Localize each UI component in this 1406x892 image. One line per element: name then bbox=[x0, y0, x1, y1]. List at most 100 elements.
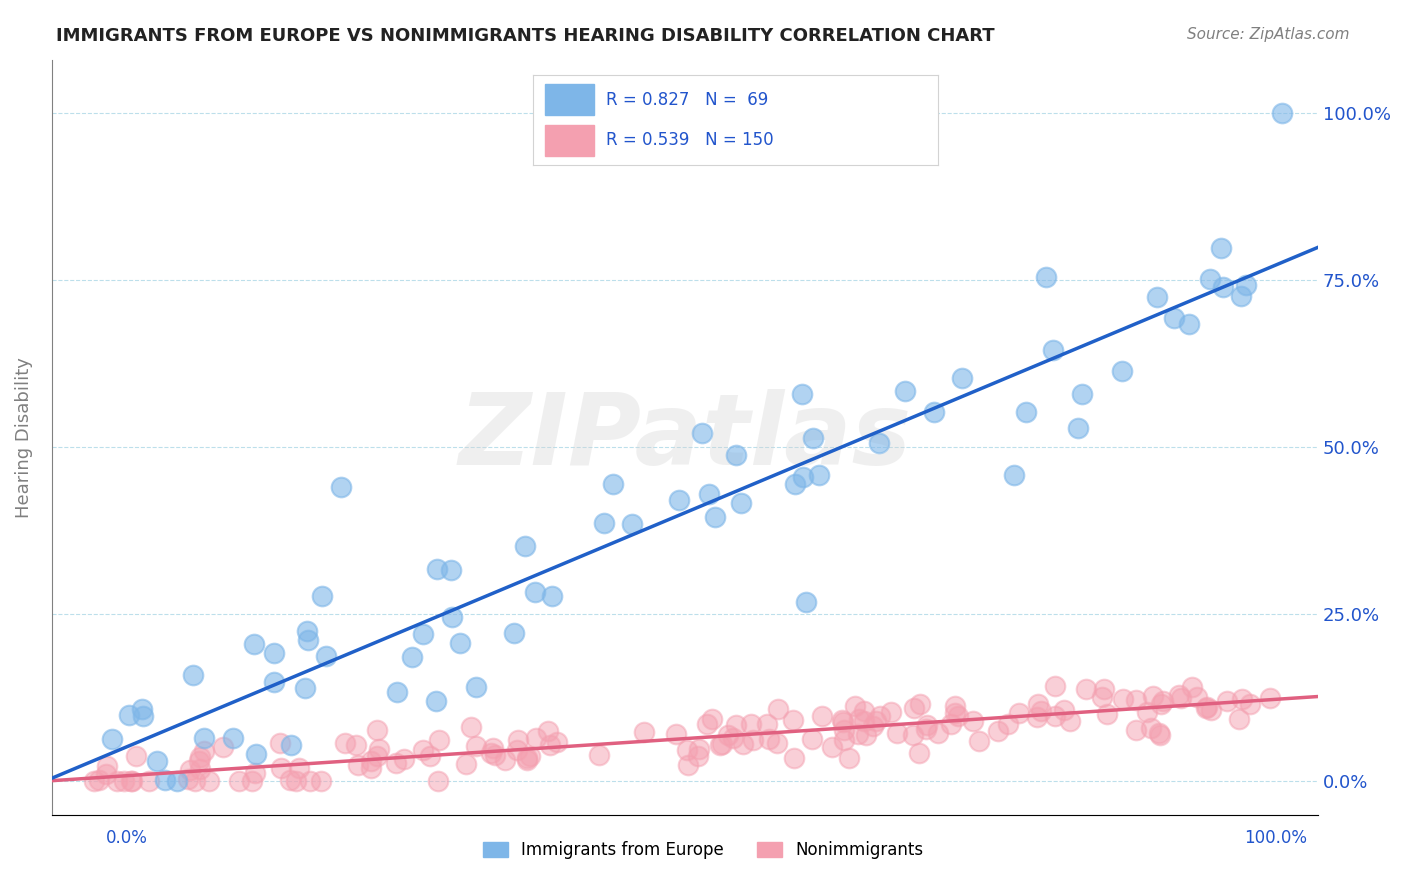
Point bbox=[838, 751, 860, 765]
Point bbox=[1111, 364, 1133, 378]
Point bbox=[456, 756, 478, 771]
Point bbox=[1150, 698, 1173, 712]
Point bbox=[869, 709, 891, 723]
Point bbox=[724, 448, 747, 462]
Point bbox=[1239, 698, 1261, 712]
Point bbox=[385, 685, 408, 699]
Point bbox=[782, 713, 804, 727]
Point bbox=[240, 774, 263, 789]
Point bbox=[449, 636, 471, 650]
Point bbox=[366, 723, 388, 738]
Point bbox=[263, 674, 285, 689]
Point bbox=[479, 746, 502, 760]
Point bbox=[1091, 690, 1114, 704]
Point bbox=[969, 733, 991, 747]
Point bbox=[792, 470, 814, 484]
Point bbox=[132, 709, 155, 723]
Point bbox=[484, 748, 506, 763]
Point bbox=[853, 704, 876, 718]
Point bbox=[1230, 289, 1253, 303]
Point bbox=[419, 749, 441, 764]
Point bbox=[120, 774, 142, 789]
Point bbox=[894, 384, 917, 399]
Point bbox=[166, 774, 188, 789]
Point bbox=[821, 740, 844, 755]
Point bbox=[519, 749, 541, 764]
Point bbox=[1053, 703, 1076, 717]
Point bbox=[360, 761, 382, 775]
Point bbox=[665, 727, 688, 741]
Point bbox=[347, 757, 370, 772]
Point bbox=[1199, 702, 1222, 716]
Point bbox=[834, 723, 856, 738]
Point bbox=[269, 736, 291, 750]
Point bbox=[335, 736, 357, 750]
Point bbox=[360, 754, 382, 768]
Point bbox=[1136, 705, 1159, 719]
Point bbox=[1026, 697, 1049, 711]
Point bbox=[1059, 714, 1081, 728]
Point bbox=[87, 773, 110, 788]
Point bbox=[688, 749, 710, 764]
Point bbox=[1212, 280, 1234, 294]
Point bbox=[295, 624, 318, 639]
Point bbox=[118, 708, 141, 723]
Point bbox=[723, 731, 745, 745]
Point bbox=[1125, 723, 1147, 738]
Point bbox=[724, 718, 747, 732]
Point bbox=[537, 723, 560, 738]
Point bbox=[602, 477, 624, 491]
Point bbox=[1216, 694, 1239, 708]
Point bbox=[524, 585, 547, 599]
Point bbox=[278, 772, 301, 787]
Point bbox=[741, 732, 763, 747]
Point bbox=[538, 739, 561, 753]
Point bbox=[1199, 272, 1222, 286]
Point bbox=[83, 773, 105, 788]
Point bbox=[862, 719, 884, 733]
Point bbox=[440, 563, 463, 577]
Point bbox=[807, 468, 830, 483]
Point bbox=[516, 751, 538, 765]
Point bbox=[844, 699, 866, 714]
Point bbox=[315, 649, 337, 664]
Point bbox=[524, 731, 547, 746]
Point bbox=[1232, 692, 1254, 706]
Point bbox=[494, 753, 516, 767]
Point bbox=[790, 386, 813, 401]
Point bbox=[1167, 688, 1189, 702]
Point bbox=[506, 733, 529, 747]
Point bbox=[700, 712, 723, 726]
Point bbox=[198, 774, 221, 789]
Point bbox=[831, 713, 853, 727]
Point bbox=[696, 717, 718, 731]
Point bbox=[782, 750, 804, 764]
Point bbox=[592, 516, 614, 531]
Point bbox=[730, 496, 752, 510]
Point bbox=[1014, 405, 1036, 419]
Point bbox=[121, 774, 143, 789]
Point bbox=[1094, 681, 1116, 696]
Point bbox=[243, 636, 266, 650]
Point bbox=[588, 748, 610, 763]
Point bbox=[939, 717, 962, 731]
Point bbox=[1170, 690, 1192, 705]
Legend: Immigrants from Europe, Nonimmigrants: Immigrants from Europe, Nonimmigrants bbox=[475, 835, 931, 866]
Point bbox=[868, 435, 890, 450]
Point bbox=[465, 680, 488, 694]
Point bbox=[901, 728, 924, 742]
Point bbox=[181, 668, 204, 682]
Point bbox=[1149, 728, 1171, 742]
Point bbox=[481, 741, 503, 756]
Point bbox=[541, 589, 564, 603]
Point bbox=[915, 718, 938, 732]
Point bbox=[425, 694, 447, 708]
Point bbox=[766, 736, 789, 750]
Point bbox=[284, 774, 307, 789]
Point bbox=[188, 749, 211, 764]
Point bbox=[460, 720, 482, 734]
Point bbox=[412, 627, 434, 641]
Point bbox=[943, 706, 966, 720]
Point bbox=[188, 762, 211, 776]
Point bbox=[465, 739, 488, 753]
